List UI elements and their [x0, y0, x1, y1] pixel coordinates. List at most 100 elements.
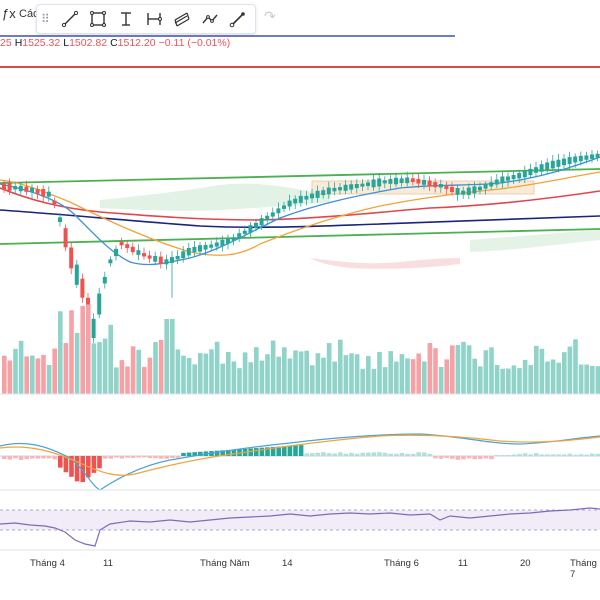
volume-bar	[360, 368, 365, 394]
measure-icon[interactable]	[143, 8, 165, 30]
macd-bar	[186, 452, 192, 456]
close-label: C	[110, 37, 118, 49]
candle-body	[394, 177, 398, 185]
candle-body	[438, 184, 443, 188]
brush-icon[interactable]	[227, 8, 249, 30]
macd-bar	[35, 456, 41, 459]
rectangle-icon[interactable]	[87, 8, 109, 30]
volume-bar	[371, 368, 377, 394]
candle-body	[7, 183, 12, 191]
volume-bar	[506, 368, 511, 394]
open-value: 25	[0, 37, 12, 49]
macd-bar	[30, 456, 35, 459]
candle-body	[254, 222, 258, 228]
candle-body	[287, 200, 292, 207]
volume-bar	[259, 360, 265, 394]
volume-bar	[203, 353, 209, 394]
candle-body	[382, 180, 387, 184]
macd-bar	[80, 456, 85, 483]
volume-bar	[427, 343, 433, 394]
candle-body	[203, 244, 208, 250]
macd-bar	[119, 456, 125, 459]
volume-bar	[304, 350, 309, 394]
volume-bar	[142, 366, 147, 394]
macd-bar	[74, 456, 80, 482]
volume-bar	[130, 346, 136, 394]
volume-bar	[377, 351, 382, 394]
volume-bar	[422, 361, 427, 394]
macd-bar	[388, 453, 393, 456]
ma-red	[0, 187, 600, 221]
candle-body	[293, 198, 298, 204]
volume-bar	[248, 362, 253, 394]
rsi-band	[0, 510, 600, 530]
volume-bar	[74, 332, 80, 394]
candle-body	[478, 186, 482, 191]
redo-icon[interactable]: ↷	[264, 8, 276, 24]
volume-bar	[125, 366, 130, 394]
polyline-icon[interactable]	[199, 8, 221, 30]
drag-handle-icon[interactable]: ⠿	[41, 12, 50, 26]
drawing-tools-panel: ⠿	[36, 4, 256, 34]
macd-bar	[259, 447, 265, 456]
macd-bar	[433, 456, 438, 459]
candle-body	[433, 182, 438, 188]
macd-bar	[377, 452, 382, 456]
volume-bar	[18, 340, 24, 394]
volume-bar	[147, 357, 153, 394]
macd-bar	[293, 445, 298, 456]
candle-body	[270, 212, 275, 217]
close-value: 1512.20	[117, 37, 156, 49]
volume-bar	[265, 354, 270, 394]
candle-body	[450, 186, 454, 193]
candle-body	[332, 187, 337, 192]
macd-bar	[405, 453, 410, 456]
macd-bar	[550, 454, 556, 456]
macd-bar	[478, 456, 483, 460]
macd-histogram	[2, 445, 600, 483]
macd-bar	[394, 453, 399, 456]
candle-body	[466, 187, 471, 195]
macd-bar	[427, 453, 433, 456]
volume-bar	[410, 359, 416, 394]
text-cursor-icon[interactable]	[115, 8, 137, 30]
volume-bar	[35, 358, 41, 394]
macd-bar	[539, 454, 545, 456]
indicators-icon[interactable]: ƒx	[2, 6, 16, 21]
macd-bar	[422, 452, 427, 456]
macd-bar	[130, 456, 136, 458]
macd-bar	[97, 456, 102, 469]
volume-bar	[2, 355, 7, 394]
macd-bar	[287, 445, 293, 456]
candle-body	[461, 190, 466, 195]
candle-body	[427, 180, 432, 187]
trend-line-icon[interactable]	[59, 8, 81, 30]
candle-body	[522, 170, 527, 178]
macd-bar	[483, 456, 489, 459]
macd-bar	[41, 456, 46, 459]
volume-bar	[321, 357, 326, 394]
x-tick-label: 11	[458, 558, 468, 569]
macd-bar	[360, 452, 365, 456]
volume-bar	[226, 351, 231, 394]
candle-body	[489, 182, 494, 187]
macd-bar	[125, 456, 130, 458]
candle-body	[310, 193, 314, 199]
volume-bar	[483, 350, 489, 394]
macd-bar	[338, 452, 343, 456]
candlestick-series	[2, 150, 600, 343]
volume-bar	[220, 363, 225, 394]
volume-bar	[102, 338, 108, 394]
candle-body	[226, 238, 230, 244]
candle-body	[410, 178, 415, 183]
volume-bar	[461, 341, 466, 394]
macd-bar	[461, 456, 466, 460]
macd-bar	[254, 448, 259, 456]
volume-bar	[24, 356, 29, 394]
macd-bar	[371, 452, 377, 456]
indicators-button[interactable]: Các	[19, 8, 39, 20]
fib-channel-icon[interactable]	[171, 8, 193, 30]
macd-bar	[528, 454, 533, 456]
candle-body	[321, 190, 326, 196]
